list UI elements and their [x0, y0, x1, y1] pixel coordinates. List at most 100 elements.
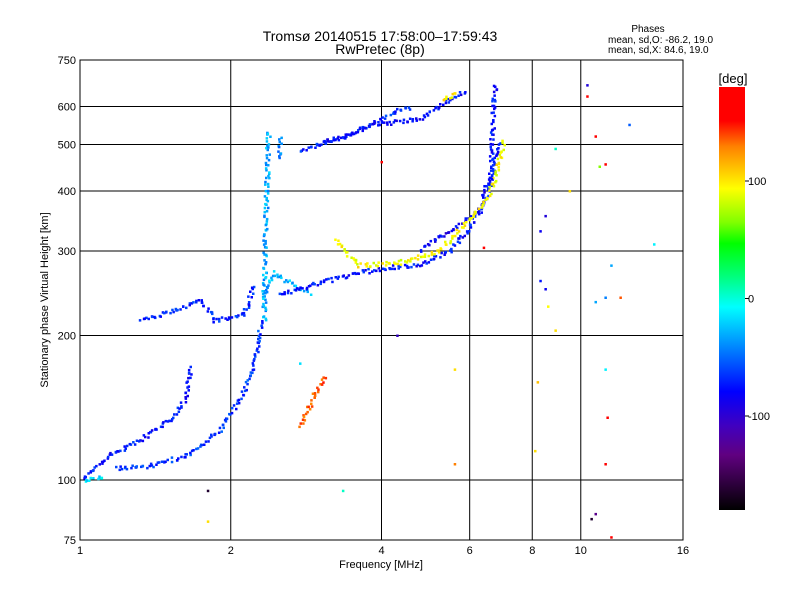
- data-point: [237, 401, 241, 405]
- data-point: [490, 122, 493, 126]
- data-point: [264, 167, 268, 170]
- data-point: [405, 261, 409, 264]
- data-point: [242, 393, 245, 397]
- data-point: [371, 270, 374, 273]
- data-point: [483, 185, 486, 188]
- data-point: [302, 289, 306, 293]
- data-point: [424, 260, 427, 263]
- data-point: [410, 265, 413, 269]
- data-point: [501, 141, 504, 145]
- data-point: [416, 254, 420, 257]
- data-point: [379, 117, 382, 121]
- data-point: [586, 84, 589, 87]
- data-point: [422, 114, 426, 117]
- data-point: [354, 272, 358, 276]
- data-point: [207, 307, 210, 310]
- data-point: [140, 465, 143, 469]
- data-point: [399, 265, 402, 269]
- data-point: [263, 246, 267, 249]
- data-point: [243, 314, 246, 317]
- grid: [80, 60, 683, 540]
- x-tick-label: 8: [529, 545, 535, 557]
- data-point: [437, 249, 440, 252]
- data-point: [306, 405, 309, 409]
- data-point: [354, 259, 358, 262]
- data-point: [310, 145, 313, 148]
- y-tick-label: 75: [64, 535, 76, 547]
- data-point: [604, 296, 607, 299]
- data-point: [220, 430, 223, 433]
- data-point: [391, 264, 395, 267]
- data-point: [290, 292, 293, 295]
- data-point: [227, 316, 231, 319]
- data-point: [454, 234, 457, 238]
- data-point: [267, 174, 270, 178]
- data-point: [185, 306, 188, 310]
- data-point: [262, 239, 265, 242]
- data-point: [490, 184, 494, 187]
- data-point: [455, 228, 458, 232]
- data-point: [212, 321, 215, 324]
- data-point: [444, 240, 447, 244]
- data-point: [345, 276, 349, 279]
- data-point: [354, 261, 358, 264]
- data-point: [259, 333, 262, 336]
- data-point: [495, 163, 498, 166]
- data-point: [279, 152, 283, 155]
- data-point: [232, 404, 236, 407]
- data-point: [487, 178, 491, 181]
- data-point: [322, 280, 326, 284]
- data-point: [492, 160, 496, 163]
- data-point: [432, 109, 436, 112]
- data-point: [462, 226, 465, 229]
- data-point: [298, 288, 301, 291]
- data-point: [262, 234, 266, 238]
- data-point: [268, 153, 271, 156]
- data-point: [380, 160, 383, 164]
- data-point: [488, 155, 492, 158]
- data-point: [407, 259, 410, 262]
- data-point: [465, 221, 468, 224]
- data-point: [307, 146, 310, 149]
- data-point: [264, 301, 268, 304]
- data-point: [411, 118, 415, 121]
- data-point: [244, 380, 248, 384]
- data-point: [128, 442, 132, 446]
- data-point: [293, 288, 296, 292]
- data-point: [497, 166, 500, 169]
- data-point: [453, 244, 457, 247]
- data-point: [196, 447, 200, 450]
- data-point: [491, 97, 494, 101]
- data-point: [164, 460, 167, 463]
- data-point: [187, 376, 190, 380]
- data-point: [496, 152, 499, 155]
- data-point: [392, 121, 396, 124]
- data-point: [345, 255, 349, 258]
- data-point: [422, 261, 425, 264]
- data-point: [103, 459, 106, 462]
- y-tick-label: 500: [58, 140, 76, 152]
- data-point: [195, 301, 198, 304]
- data-point: [264, 276, 268, 279]
- data-point: [302, 415, 306, 419]
- data-point: [503, 143, 506, 147]
- data-point: [257, 337, 260, 341]
- data-point: [264, 180, 267, 184]
- data-point: [195, 447, 198, 451]
- data-point: [265, 154, 268, 157]
- data-point: [324, 141, 328, 144]
- data-point: [265, 210, 269, 213]
- data-point: [235, 407, 238, 411]
- data-point: [265, 137, 269, 140]
- data-point: [430, 253, 434, 256]
- data-point: [302, 148, 305, 151]
- data-point: [373, 269, 376, 272]
- data-point: [490, 111, 493, 115]
- data-point: [324, 376, 328, 380]
- data-point: [156, 461, 160, 464]
- data-point: [265, 271, 268, 274]
- data-point: [326, 138, 329, 141]
- data-point: [477, 207, 480, 211]
- data-point: [473, 212, 477, 216]
- data-point: [299, 286, 302, 289]
